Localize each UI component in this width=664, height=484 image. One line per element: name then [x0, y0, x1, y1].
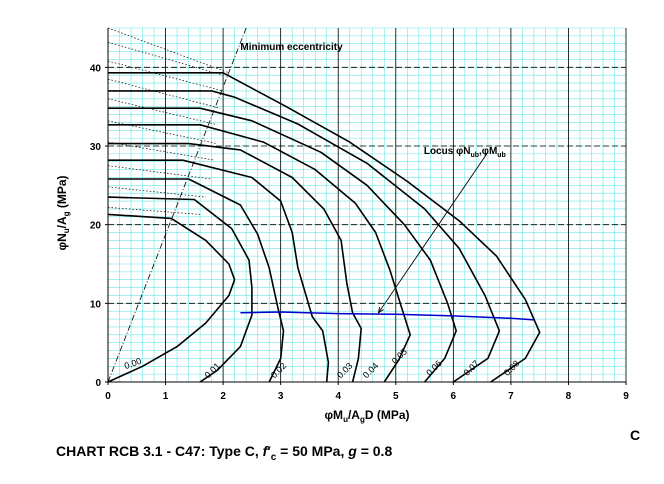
curve-0-01 [107, 196, 253, 383]
x-tick-label: 9 [623, 391, 629, 402]
interaction-curves [107, 72, 541, 383]
annotation-min-eccentricity: Minimum eccentricity [240, 42, 343, 53]
curve-0-06 [108, 107, 457, 383]
x-axis-title: φMu/AgD (MPa) [324, 408, 409, 424]
plot-area [108, 28, 626, 382]
locus-pointer-arrowhead [377, 306, 384, 314]
y-tick-label: 20 [90, 221, 102, 232]
corner-label: C [630, 427, 641, 443]
y-tick-label: 10 [90, 299, 102, 310]
min-eccentricity-line [107, 27, 247, 383]
y-tick-label: 0 [95, 378, 101, 389]
curve-0-05 [108, 124, 411, 383]
annotations: Minimum eccentricity Locus φNub,φMub [240, 42, 505, 159]
y-axis-ticks: 0 10 20 30 40 [90, 63, 108, 389]
curve-0-02 [108, 178, 285, 383]
eccentricity-dotted-line [107, 27, 229, 74]
y-axis-title: φNu/Ag (MPa) [55, 175, 71, 250]
annotation-locus: Locus φNub,φMub [424, 146, 506, 159]
curve-0-08 [108, 72, 541, 383]
eccentricity-dotted-line [107, 41, 224, 76]
x-tick-label: 0 [105, 391, 111, 402]
y-axis-title-group: φNu/Ag (MPa) [55, 175, 71, 250]
x-tick-label: 5 [393, 391, 399, 402]
eccentricity-dotted-line [107, 186, 206, 198]
x-tick-label: 6 [451, 391, 457, 402]
x-axis-ticks: 0 1 2 3 4 5 6 7 8 9 [105, 382, 629, 402]
curve-0-04 [108, 142, 362, 383]
eccentricity-dotted-line [107, 98, 218, 126]
curve-0-03 [108, 159, 330, 383]
x-tick-label: 1 [163, 391, 169, 402]
eccentricity-dotted-line [107, 207, 201, 215]
eccentricity-dotted-line [107, 141, 215, 161]
x-tick-label: 3 [278, 391, 284, 402]
curve-0-00 [107, 213, 236, 383]
y-tick-label: 30 [90, 142, 102, 153]
eccentricity-dotted-line [107, 60, 224, 92]
x-tick-label: 2 [220, 391, 226, 402]
x-tick-label: 7 [508, 391, 514, 402]
x-tick-label: 8 [566, 391, 572, 402]
locus-group [240, 152, 534, 321]
chart-title: CHART RCB 3.1 - C47: Type C, f′c = 50 MP… [56, 443, 393, 463]
locus-pointer-line [378, 152, 489, 314]
axes [107, 28, 626, 383]
x-tick-label: 4 [335, 391, 341, 402]
plot-background [108, 28, 626, 382]
y-tick-label: 40 [90, 63, 102, 74]
curve-0-07 [108, 90, 501, 383]
locus-line [240, 311, 534, 321]
